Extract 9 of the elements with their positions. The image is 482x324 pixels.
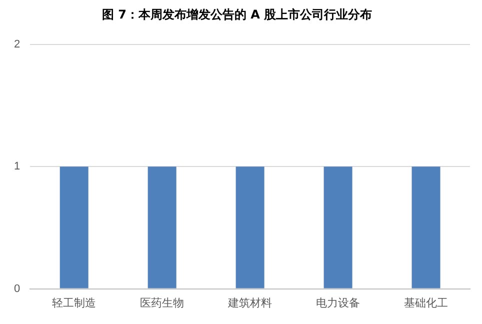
x-tick-label: 建筑材料 [227,296,272,310]
y-tick-label: 2 [14,38,20,50]
y-tick-label: 0 [14,282,20,295]
y-tick-label: 1 [14,160,20,173]
chart-title: 图 7：本周发布增发公告的 A 股上市公司行业分布 [102,7,372,22]
x-tick-label: 电力设备 [316,296,360,310]
x-tick-label: 轻工制造 [52,296,96,310]
x-tick-label: 基础化工 [404,296,448,310]
x-tick-label: 医药生物 [140,296,184,310]
